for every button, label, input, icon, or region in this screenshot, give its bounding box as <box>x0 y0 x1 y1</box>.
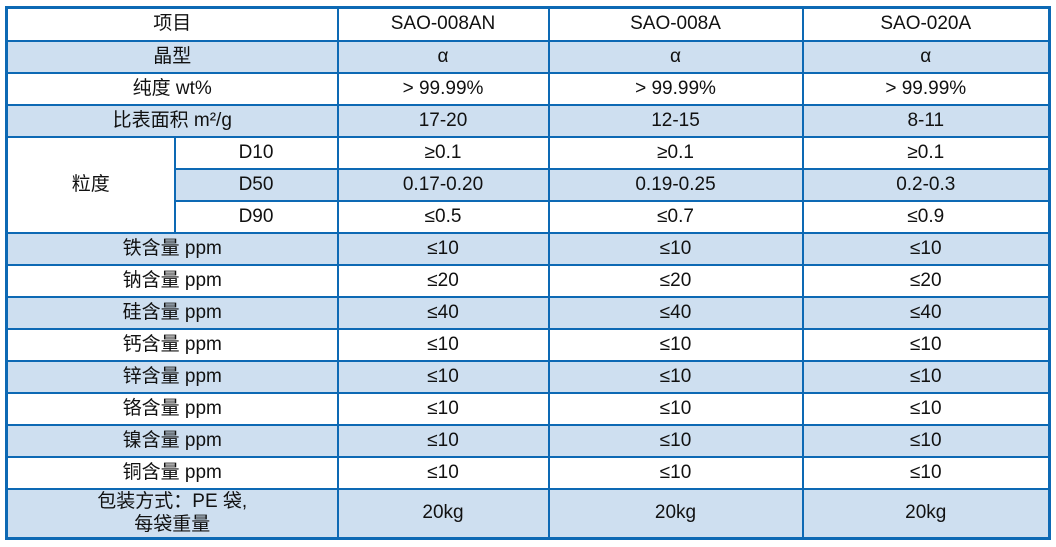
row-label: D90 <box>173 199 339 234</box>
spec-value-cell: 0.19-0.25 <box>547 167 804 202</box>
spec-value-cell: ≤0.5 <box>336 199 550 234</box>
spec-value-cell: ≤10 <box>336 327 550 362</box>
spec-value-cell: ≤10 <box>801 391 1051 426</box>
spec-value-cell: ≤10 <box>336 455 550 490</box>
spec-value-cell: ≤20 <box>801 263 1051 298</box>
row-calcium-content: 钙含量 ppm ≤10 ≤10 ≤10 <box>5 327 1051 362</box>
spec-value-cell: ≤10 <box>547 423 804 458</box>
spec-value-cell: 0.2-0.3 <box>801 167 1051 202</box>
spec-value-cell: ≤10 <box>547 391 804 426</box>
row-sodium-content: 钠含量 ppm ≤20 ≤20 ≤20 <box>5 263 1051 298</box>
row-iron-content: 铁含量 ppm ≤10 ≤10 ≤10 <box>5 231 1051 266</box>
row-label: 钙含量 ppm <box>5 327 339 362</box>
spec-value-cell: 12-15 <box>547 103 804 138</box>
spec-value-cell: ≤40 <box>801 295 1051 330</box>
row-zinc-content: 锌含量 ppm ≤10 ≤10 ≤10 <box>5 359 1051 394</box>
spec-value-cell: ≤10 <box>547 455 804 490</box>
spec-value-cell: ≤10 <box>547 359 804 394</box>
row-label: 铜含量 ppm <box>5 455 339 490</box>
row-label: 钠含量 ppm <box>5 263 339 298</box>
row-purity: 纯度 wt% > 99.99% > 99.99% > 99.99% <box>5 71 1051 106</box>
spec-value-cell: ≤20 <box>336 263 550 298</box>
spec-value-cell: > 99.99% <box>336 71 550 106</box>
product-spec-table: 项目 SAO-008AN SAO-008A SAO-020A 晶型 α α α … <box>5 6 1052 540</box>
spec-value-cell: > 99.99% <box>547 71 804 106</box>
row-label: 铬含量 ppm <box>5 391 339 426</box>
spec-value-cell: 20kg <box>801 487 1051 540</box>
row-crystal-type: 晶型 α α α <box>5 39 1051 74</box>
row-nickel-content: 镍含量 ppm ≤10 ≤10 ≤10 <box>5 423 1051 458</box>
spec-value-cell: α <box>336 39 550 74</box>
spec-value-cell: ≥0.1 <box>801 135 1051 170</box>
spec-value-cell: ≤10 <box>336 359 550 394</box>
row-label: 镍含量 ppm <box>5 423 339 458</box>
spec-value-cell: ≤0.9 <box>801 199 1051 234</box>
spec-value-cell: ≤0.7 <box>547 199 804 234</box>
row-label: 锌含量 ppm <box>5 359 339 394</box>
spec-value-cell: ≤10 <box>801 231 1051 266</box>
particle-size-group-cell: 粒度 <box>5 135 176 234</box>
row-copper-content: 铜含量 ppm ≤10 ≤10 ≤10 <box>5 455 1051 490</box>
spec-value-cell: α <box>547 39 804 74</box>
spec-value-cell: ≤10 <box>801 327 1051 362</box>
row-label: D10 <box>173 135 339 170</box>
spec-value-cell: ≤10 <box>336 423 550 458</box>
spec-value-cell: ≤10 <box>336 391 550 426</box>
spec-value-cell: 8-11 <box>801 103 1051 138</box>
spec-value-cell: ≤10 <box>801 455 1051 490</box>
header-item-cell: 项目 <box>5 6 339 42</box>
header-product-sao-008an: SAO-008AN <box>336 6 550 42</box>
header-product-sao-008a: SAO-008A <box>547 6 804 42</box>
packaging-label-line1: 包装方式：PE 袋, <box>97 491 248 513</box>
header-product-sao-020a: SAO-020A <box>801 6 1051 42</box>
row-label: 晶型 <box>5 39 339 74</box>
spec-value-cell: ≤10 <box>547 327 804 362</box>
row-particle-d10: 粒度 D10 ≥0.1 ≥0.1 ≥0.1 <box>5 135 1051 234</box>
spec-value-cell: ≤40 <box>336 295 550 330</box>
spec-value-cell: 17-20 <box>336 103 550 138</box>
spec-value-cell: ≤10 <box>801 423 1051 458</box>
row-packaging: 包装方式：PE 袋, 每袋重量 20kg 20kg 20kg <box>5 487 1051 540</box>
spec-value-cell: ≥0.1 <box>547 135 804 170</box>
row-label: D50 <box>173 167 339 202</box>
spec-value-cell: 20kg <box>547 487 804 540</box>
row-chromium-content: 铬含量 ppm ≤10 ≤10 ≤10 <box>5 391 1051 426</box>
row-particle-d90: D90 ≤0.5 ≤0.7 ≤0.9 <box>7 199 1051 234</box>
row-surface-area: 比表面积 m²/g 17-20 12-15 8-11 <box>5 103 1051 138</box>
spec-value-cell: ≥0.1 <box>336 135 550 170</box>
spec-value-cell: ≤10 <box>336 231 550 266</box>
packaging-label-line2: 每袋重量 <box>134 514 211 536</box>
spec-value-cell: 20kg <box>336 487 550 540</box>
row-label: 硅含量 ppm <box>5 295 339 330</box>
spec-value-cell: 0.17-0.20 <box>336 167 550 202</box>
spec-value-cell: ≤10 <box>801 359 1051 394</box>
row-label: 比表面积 m²/g <box>5 103 339 138</box>
spec-value-cell: ≤10 <box>547 231 804 266</box>
row-silicon-content: 硅含量 ppm ≤40 ≤40 ≤40 <box>5 295 1051 330</box>
spec-value-cell: ≤40 <box>547 295 804 330</box>
row-label: 纯度 wt% <box>5 71 339 106</box>
spec-value-cell: ≤20 <box>547 263 804 298</box>
row-particle-d50: D50 0.17-0.20 0.19-0.25 0.2-0.3 <box>7 167 1051 202</box>
packaging-label-cell: 包装方式：PE 袋, 每袋重量 <box>5 487 339 540</box>
row-label: 铁含量 ppm <box>5 231 339 266</box>
header-row: 项目 SAO-008AN SAO-008A SAO-020A <box>5 6 1051 42</box>
spec-value-cell: > 99.99% <box>801 71 1051 106</box>
spec-value-cell: α <box>801 39 1051 74</box>
